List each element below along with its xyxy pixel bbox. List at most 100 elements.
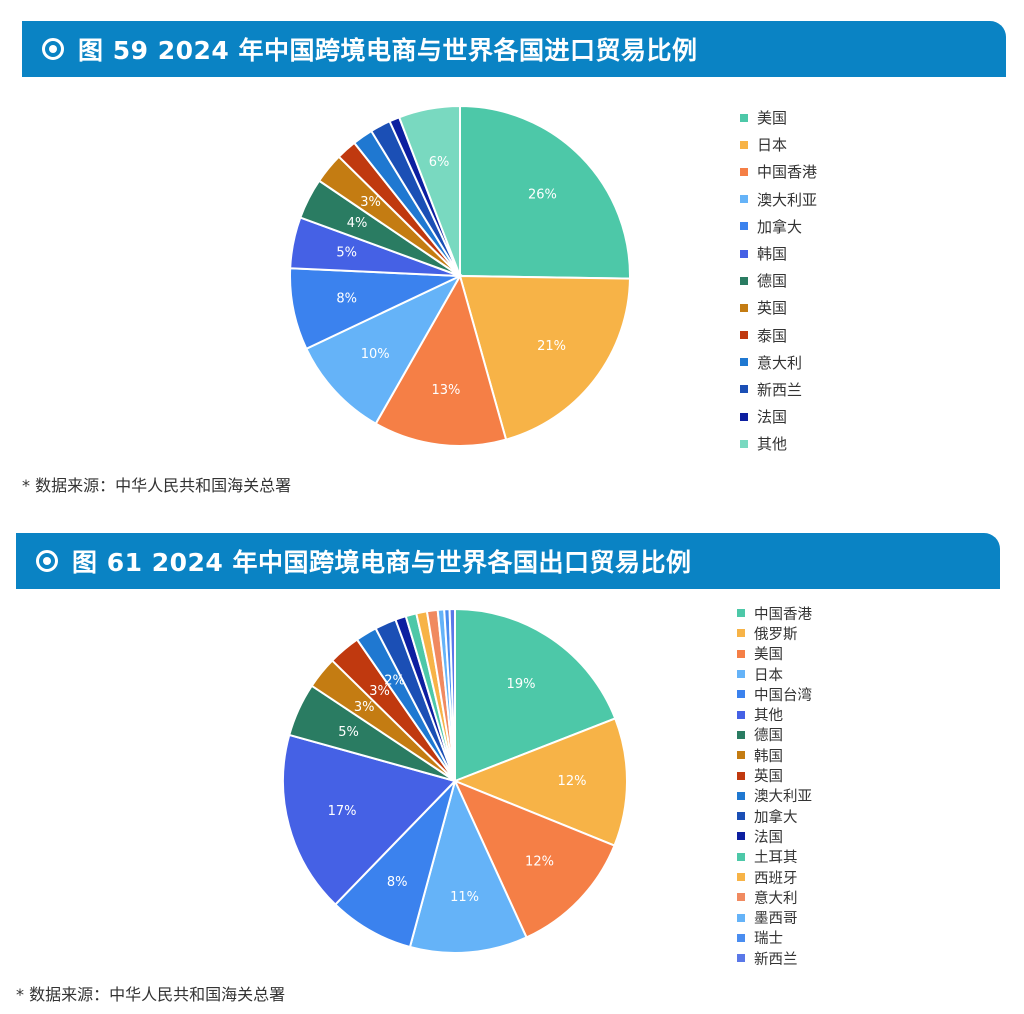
import-slice-0 bbox=[459, 104, 631, 280]
import-slice-label-6: 4% bbox=[347, 216, 368, 231]
export-legend-swatch-11 bbox=[737, 832, 745, 841]
export-legend-item-4: 中国台湾 bbox=[737, 684, 812, 704]
import-legend-swatch-4 bbox=[740, 222, 748, 231]
export-legend-swatch-3 bbox=[737, 670, 745, 679]
export-legend-swatch-7 bbox=[737, 751, 745, 760]
export-slice-label-7: 3% bbox=[354, 700, 375, 715]
import-legend-item-5: 韩国 bbox=[740, 240, 817, 267]
import-slice-label-4: 8% bbox=[336, 291, 357, 306]
export-legend-item-2: 美国 bbox=[737, 644, 812, 664]
export-legend-label-8: 英国 bbox=[754, 769, 783, 786]
export-legend-label-16: 瑞士 bbox=[754, 931, 783, 948]
export-legend-swatch-13 bbox=[737, 873, 745, 881]
import-slice-2 bbox=[374, 273, 508, 447]
import-pie-chart: 26% 21% 13% 10% 8% 5% 4% 3% 6% bbox=[289, 104, 631, 447]
export-legend-label-15: 墨西哥 bbox=[754, 911, 798, 928]
export-legend-label-6: 德国 bbox=[754, 728, 783, 745]
export-legend-swatch-8 bbox=[737, 771, 745, 780]
export-legend-item-8: 英国 bbox=[737, 765, 812, 785]
import-legend-swatch-6 bbox=[740, 276, 748, 285]
import-legend-label-10: 新西兰 bbox=[757, 380, 803, 399]
import-slice-label-2: 13% bbox=[431, 383, 460, 398]
import-legend-item-3: 澳大利亚 bbox=[740, 186, 817, 213]
import-legend-item-4: 加拿大 bbox=[740, 213, 817, 240]
export-legend-label-5: 其他 bbox=[754, 708, 783, 725]
export-legend-item-13: 西班牙 bbox=[737, 867, 812, 887]
export-slice-17 bbox=[448, 607, 456, 782]
export-legend-swatch-0 bbox=[737, 609, 745, 618]
export-legend-item-3: 日本 bbox=[737, 664, 812, 684]
export-legend-label-3: 日本 bbox=[754, 667, 783, 684]
circle-bullet-icon bbox=[42, 38, 64, 60]
export-legend-item-5: 其他 bbox=[737, 704, 812, 724]
import-legend-label-12: 其他 bbox=[757, 435, 788, 454]
export-slice-label-8: 3% bbox=[369, 684, 390, 699]
export-chart-section: 图 61 2024 年中国跨境电商与世界各国出口贸易比例 19% 12% 12% 11… bbox=[0, 500, 1024, 1014]
import-legend-item-9: 意大利 bbox=[740, 349, 817, 376]
import-legend-label-9: 意大利 bbox=[757, 353, 803, 372]
export-legend-swatch-5 bbox=[737, 710, 745, 719]
import-slice-3 bbox=[305, 273, 463, 426]
import-slice-1 bbox=[458, 274, 631, 441]
export-legend-item-1: 俄罗斯 bbox=[737, 623, 812, 643]
import-legend-item-2: 中国香港 bbox=[740, 158, 817, 185]
import-slice-12 bbox=[397, 104, 461, 277]
import-legend-swatch-10 bbox=[740, 385, 748, 394]
import-legend-label-0: 美国 bbox=[757, 109, 788, 128]
export-legend-label-10: 加拿大 bbox=[754, 809, 798, 826]
import-slice-label-0: 26% bbox=[528, 187, 557, 202]
import-legend-label-1: 日本 bbox=[757, 136, 788, 155]
export-chart-legend: 中国香港 俄罗斯 美国 日本 中国台湾 其他 德国 韩国 英国 澳大利亚 加拿大 法国 土耳其 西班牙 意大… bbox=[737, 603, 812, 968]
import-legend-swatch-8 bbox=[740, 331, 748, 340]
export-legend-item-9: 澳大利亚 bbox=[737, 786, 812, 806]
export-legend-swatch-2 bbox=[737, 649, 745, 658]
export-slice-label-5: 17% bbox=[328, 804, 357, 819]
export-legend-swatch-6 bbox=[737, 730, 745, 739]
export-legend-label-14: 意大利 bbox=[754, 890, 798, 907]
import-legend-swatch-3 bbox=[740, 195, 748, 204]
export-slice-label-9: 2% bbox=[384, 673, 405, 688]
import-legend-item-6: 德国 bbox=[740, 267, 817, 294]
import-legend-label-2: 中国香港 bbox=[757, 163, 818, 182]
import-legend-swatch-11 bbox=[740, 412, 748, 421]
export-slice-3 bbox=[408, 778, 528, 954]
export-legend-label-13: 西班牙 bbox=[754, 870, 798, 887]
import-legend-label-4: 加拿大 bbox=[757, 217, 803, 236]
export-legend-swatch-12 bbox=[737, 852, 745, 861]
export-legend-item-12: 土耳其 bbox=[737, 847, 812, 867]
import-legend-item-10: 新西兰 bbox=[740, 376, 817, 403]
import-legend-swatch-12 bbox=[740, 439, 748, 448]
import-legend-swatch-2 bbox=[740, 167, 748, 176]
export-slice-1 bbox=[452, 717, 628, 847]
export-legend-label-12: 土耳其 bbox=[754, 850, 798, 867]
import-legend-item-11: 法国 bbox=[740, 403, 817, 430]
import-slice-label-12: 6% bbox=[429, 155, 450, 170]
export-legend-item-10: 加拿大 bbox=[737, 806, 812, 826]
export-legend-swatch-17 bbox=[737, 954, 745, 963]
import-slice-label-7: 3% bbox=[360, 195, 381, 210]
export-pie-chart: 19%12%12%11%8%17%5%3%3%2% bbox=[282, 607, 628, 954]
import-slice-label-5: 5% bbox=[336, 246, 357, 261]
export-legend-label-9: 澳大利亚 bbox=[754, 789, 812, 806]
import-legend-label-6: 德国 bbox=[757, 272, 788, 291]
export-slice-label-3: 11% bbox=[450, 890, 479, 905]
import-legend-label-7: 英国 bbox=[757, 299, 788, 318]
import-slice-label-3: 10% bbox=[361, 347, 390, 362]
export-data-source-note: * 数据来源：中华人民共和国海关总署 bbox=[16, 985, 286, 1004]
import-legend-item-1: 日本 bbox=[740, 131, 817, 158]
export-legend-label-4: 中国台湾 bbox=[754, 687, 812, 704]
export-slice-label-2: 12% bbox=[525, 854, 554, 869]
export-chart-title: 图 61 2024 年中国跨境电商与世界各国出口贸易比例 bbox=[72, 548, 692, 577]
export-legend-swatch-16 bbox=[737, 933, 745, 942]
export-legend-swatch-1 bbox=[737, 629, 745, 638]
import-chart-legend: 美国 日本 中国香港 澳大利亚 加拿大 韩国 德国 英国 泰国 意大利 新西兰 法国 其他 bbox=[740, 104, 817, 457]
export-legend-label-0: 中国香港 bbox=[754, 606, 812, 623]
export-slice-label-4: 8% bbox=[387, 875, 408, 890]
import-legend-swatch-7 bbox=[740, 303, 748, 312]
circle-bullet-icon bbox=[36, 550, 58, 572]
export-legend-item-17: 新西兰 bbox=[737, 948, 812, 968]
import-chart-title: 图 59 2024 年中国跨境电商与世界各国进口贸易比例 bbox=[78, 36, 698, 65]
export-legend-item-6: 德国 bbox=[737, 725, 812, 745]
export-legend-item-11: 法国 bbox=[737, 826, 812, 846]
export-legend-label-1: 俄罗斯 bbox=[754, 626, 798, 643]
